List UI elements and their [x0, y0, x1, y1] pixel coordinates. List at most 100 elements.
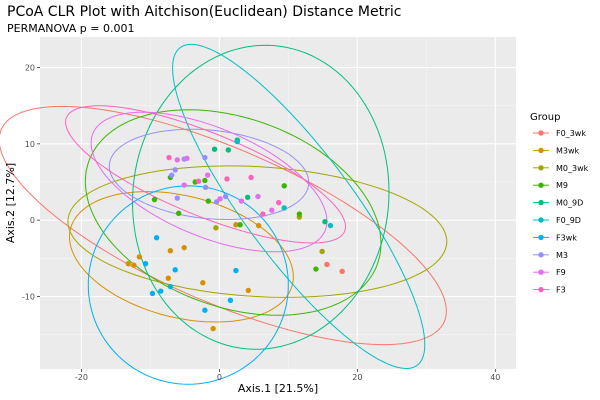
- point-M3wk: [200, 280, 206, 286]
- y-tick-label: 20: [25, 64, 35, 73]
- point-M3: [174, 195, 180, 201]
- legend-label-F0_3wk: F0_3wk: [556, 129, 586, 138]
- point-M0_9D: [211, 146, 218, 152]
- point-M3wk: [181, 244, 187, 251]
- point-F0_9D: [234, 138, 240, 145]
- gridlines: [40, 37, 516, 369]
- legend-key-point: [538, 199, 544, 206]
- point-M3: [172, 167, 178, 173]
- point-F3wk: [227, 297, 234, 304]
- point-F0_9D: [281, 205, 287, 211]
- ellipse-F9: [90, 111, 328, 253]
- x-tick-label: 20: [352, 373, 362, 382]
- point-M3: [202, 184, 209, 191]
- point-M0_3wk: [319, 248, 325, 255]
- point-F0_9D: [327, 222, 334, 229]
- point-F3wk: [142, 260, 149, 267]
- ellipse-F0_3wk: [0, 105, 447, 346]
- point-F9: [238, 198, 245, 204]
- point-M9: [237, 222, 243, 228]
- point-F3wk: [153, 235, 160, 241]
- point-F3wk: [158, 288, 164, 294]
- point-F9: [184, 155, 190, 162]
- point-M3: [202, 154, 208, 161]
- point-F3wk: [172, 267, 178, 273]
- y-axis-ticks: -10 0 10 20: [22, 64, 40, 301]
- point-F3: [275, 199, 282, 206]
- point-F3: [166, 154, 172, 161]
- point-M3: [213, 199, 220, 205]
- legend-key-point: [538, 252, 544, 258]
- point-M9: [175, 210, 182, 217]
- point-M3: [222, 193, 229, 200]
- point-M0_9D: [322, 218, 328, 225]
- legend: Group F0_3wk M3wk M0_3wk M9 M0_9D F0_9D F3wk M3…: [530, 112, 589, 295]
- x-axis-title: Axis.1 [21.5%]: [238, 382, 318, 395]
- legend-key-point: [538, 165, 544, 171]
- point-M3wk: [255, 222, 262, 229]
- ellipse-M0_9D: [131, 44, 390, 350]
- y-tick-label: 10: [25, 140, 35, 149]
- legend-key-point: [538, 130, 544, 136]
- x-tick-label: 0: [217, 373, 222, 382]
- point-F9: [181, 182, 187, 188]
- point-F3: [224, 176, 230, 182]
- point-F3: [248, 174, 254, 181]
- y-axis-title: Axis.2 [12.7%]: [4, 163, 17, 243]
- point-F9: [174, 157, 180, 163]
- point-F9: [269, 207, 275, 213]
- point-M3wk: [233, 222, 239, 228]
- legend-key-point: [538, 182, 544, 188]
- legend-label-M3wk: M3wk: [556, 146, 580, 155]
- legend-key-point: [538, 286, 544, 293]
- y-tick-label: 0: [30, 216, 35, 225]
- point-F3wk: [167, 283, 174, 290]
- confidence-ellipses: [0, 43, 448, 385]
- point-F9: [204, 172, 211, 178]
- legend-label-F0_9D: F0_9D: [556, 216, 581, 225]
- point-M9: [313, 266, 319, 272]
- ellipse-F3: [65, 105, 347, 244]
- point-F3wk: [233, 267, 239, 274]
- point-F3: [195, 178, 202, 184]
- point-M9: [296, 211, 303, 217]
- point-M3wk: [167, 248, 174, 254]
- point-F3wk: [202, 307, 208, 313]
- legend-label-M0_3wk: M0_3wk: [556, 164, 589, 173]
- data-points: [125, 137, 345, 332]
- chart-title: PCoA CLR Plot with Aitchison(Euclidean) …: [7, 4, 401, 20]
- point-F9: [255, 193, 261, 200]
- point-M3wk: [125, 260, 132, 267]
- ellipse-F3wk: [87, 185, 289, 385]
- legend-label-F3: F3: [556, 286, 566, 295]
- legend-key-point: [538, 147, 544, 154]
- point-M3wk: [165, 275, 172, 281]
- point-M0_3wk: [213, 225, 219, 231]
- legend-key-point: [538, 234, 544, 241]
- x-tick-label: -20: [75, 373, 88, 382]
- point-M9: [281, 183, 287, 189]
- point-M3wk: [210, 325, 216, 332]
- x-tick-label: 40: [490, 373, 500, 382]
- chart-subtitle: PERMANOVA p = 0.001: [7, 22, 134, 35]
- ellipse-M9: [84, 109, 382, 316]
- legend-key-point: [538, 269, 544, 275]
- legend-label-M0_9D: M0_9D: [556, 199, 583, 208]
- point-M9: [205, 198, 212, 204]
- x-axis-ticks: -20 0 20 40: [75, 369, 500, 382]
- legend-label-M9: M9: [556, 181, 568, 190]
- point-M0_9D: [225, 147, 232, 153]
- legend-label-M3: M3: [556, 251, 568, 260]
- point-M3wk: [131, 262, 137, 268]
- legend-label-F3wk: F3wk: [556, 233, 577, 242]
- point-M3wk: [136, 254, 143, 260]
- point-F0_3wk: [339, 268, 345, 275]
- legend-key-point: [538, 217, 544, 223]
- point-F0_3wk: [324, 261, 330, 268]
- point-M9: [202, 177, 208, 184]
- legend-label-F9: F9: [556, 268, 566, 277]
- y-tick-label: -10: [22, 292, 35, 301]
- legend-title: Group: [530, 112, 560, 123]
- ellipse-F0_9D: [172, 43, 426, 370]
